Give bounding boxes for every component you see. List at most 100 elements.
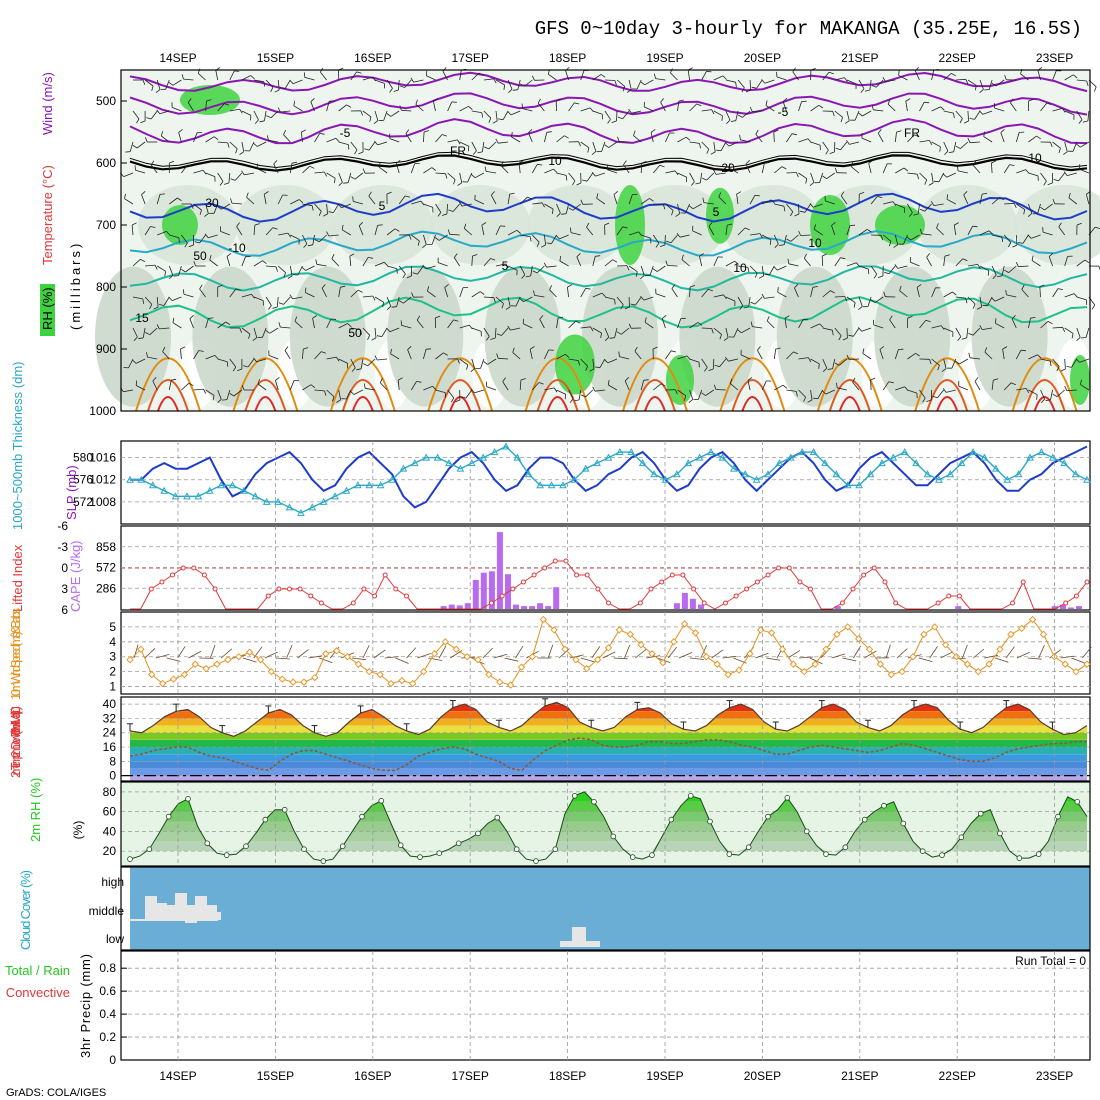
wind-barb [742, 110, 751, 118]
wind-speed-marker [735, 666, 743, 674]
wind-barb-flag [787, 258, 790, 264]
contour-label: 10 [733, 261, 747, 275]
wind-barb-flag [1036, 135, 1041, 140]
wind-barb-flag [384, 262, 388, 267]
wind-barb-flag [415, 99, 418, 105]
precip-tick: 0.8 [99, 961, 116, 975]
wind-barb [870, 265, 878, 275]
wind-barb [798, 138, 809, 143]
wind-barb [677, 389, 686, 397]
thickness-marker [240, 486, 248, 494]
wind-barb [773, 234, 779, 245]
wind-barb-flag [457, 139, 461, 145]
wind-barb [226, 256, 231, 267]
wind-barb [800, 234, 811, 236]
lifted-index-marker [850, 586, 856, 592]
wind-barb-flag [541, 244, 546, 248]
wind-barb-flag [1058, 222, 1062, 228]
wind-speed-marker [789, 660, 798, 668]
wind-barb-flag [483, 361, 488, 365]
wind-speed-marker [213, 660, 221, 668]
wind-barb-flag [408, 234, 412, 240]
wind-barb [283, 134, 291, 143]
temperature-tick: 32 [103, 711, 117, 725]
wind-barb-flag [268, 305, 272, 310]
wind-barb-flag [675, 213, 680, 217]
wind-barb [689, 103, 697, 112]
wind-barb [619, 356, 630, 360]
wind-barb [634, 350, 642, 360]
wind-barb-flag [561, 213, 567, 215]
wind-barb [546, 265, 557, 268]
wind-barb-flag [396, 268, 398, 274]
wind-barb [774, 166, 783, 174]
lifted-index-marker [265, 593, 271, 599]
wind-barb [943, 358, 947, 369]
wind-barb-flag [470, 368, 475, 373]
wind-barb [1038, 645, 1045, 659]
rh2m-marker [571, 792, 578, 799]
wind-barb [1076, 259, 1086, 267]
wind-barb-flag [908, 212, 913, 217]
wind-barb-flag [754, 194, 760, 197]
wind-barb-flag [798, 230, 801, 236]
wind-barb-flag [838, 335, 842, 341]
wind-barb-flag [774, 243, 779, 248]
wind-barb [972, 327, 981, 336]
wind-barb-flag [146, 352, 148, 358]
wind-barb [1040, 389, 1046, 400]
temperature-band [130, 754, 1087, 762]
thickness-marker [695, 453, 704, 461]
rh-shading [95, 70, 1100, 411]
wind-barb-flag [352, 196, 354, 202]
wind-barb-flag [685, 136, 691, 141]
contour-label: FR [904, 126, 920, 140]
wind-barb [825, 389, 835, 395]
wind-barb [544, 168, 554, 174]
thickness-marker [912, 459, 920, 467]
lifted-index-marker [1010, 600, 1016, 606]
wind-barb [181, 383, 190, 391]
precip-tick: 0 [109, 1053, 116, 1067]
thickness-marker [228, 481, 237, 489]
wind-barb-flag [142, 298, 145, 304]
wind-speed-marker [898, 667, 906, 676]
thickness-marker [775, 459, 784, 467]
wind-barb [365, 387, 376, 391]
wind-barb [459, 172, 463, 183]
wind-barb-flag [349, 253, 355, 257]
wind-speed-marker [572, 656, 580, 664]
thickness-marker [319, 497, 328, 505]
wind-barb-flag [226, 361, 229, 367]
wind-barb [982, 110, 993, 115]
wind-barb-flag [973, 160, 977, 166]
wind-barb-flag [466, 364, 469, 370]
wind-barb-flag [594, 366, 600, 369]
wind-barb [991, 380, 994, 391]
wind-barb-flag [208, 317, 214, 319]
wind-barb [919, 140, 930, 143]
wind-barb [995, 79, 1005, 87]
wind-barb-flag [591, 151, 597, 156]
wind-barb [640, 265, 645, 276]
wind-barb-flag [1041, 398, 1045, 403]
rh2m-marker [320, 858, 327, 864]
wind-barb-flag [844, 77, 848, 82]
wind-barb-flag [1082, 120, 1089, 123]
wind-barb [699, 256, 703, 267]
cape-bar [488, 571, 495, 609]
wind10m-label: 10m Wind Speed (m/s) & Barbs [8, 608, 23, 701]
precip-tick: 0.2 [99, 1030, 116, 1044]
wind-barb [507, 79, 513, 90]
wind-barb [358, 225, 364, 236]
wind-barb-flag [1010, 382, 1016, 386]
thickness-marker [798, 448, 807, 456]
precip-tick: 0.6 [99, 984, 116, 998]
wind-barb [1020, 73, 1029, 81]
wind-barb-flag [434, 237, 440, 241]
lifted-index-marker [776, 565, 782, 571]
wind-barb [858, 79, 865, 89]
wind-barb [275, 657, 290, 660]
wind-barb-flag [239, 327, 242, 333]
